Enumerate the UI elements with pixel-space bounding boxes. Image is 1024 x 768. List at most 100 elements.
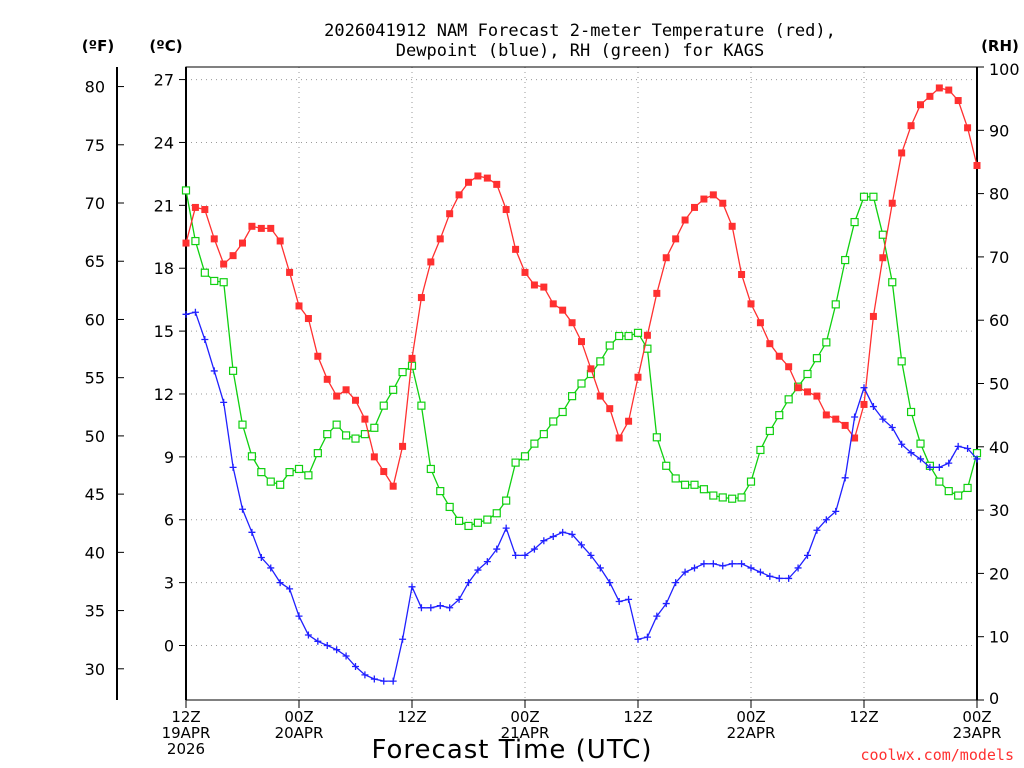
dewpoint-point xyxy=(436,602,444,610)
dewpoint-point xyxy=(804,551,811,559)
temperature-point xyxy=(954,97,962,105)
time-tick-label: 00Z xyxy=(962,708,991,726)
temperature-point xyxy=(352,396,359,404)
dewpoint-point xyxy=(352,662,359,670)
time-tick-label: 20APR xyxy=(275,724,324,742)
rh-point xyxy=(200,268,209,277)
dewpoint-point xyxy=(578,541,585,549)
temperature-point xyxy=(446,210,454,218)
fahrenheit-tick-label: 30 xyxy=(85,660,105,679)
temperature-point xyxy=(756,319,764,327)
dewpoint-point xyxy=(286,585,294,593)
temperature-point xyxy=(888,199,896,207)
rh-point xyxy=(935,477,944,486)
axes xyxy=(116,66,978,701)
rh-point xyxy=(690,480,699,489)
rh-point xyxy=(756,445,765,455)
rh-point xyxy=(370,423,379,432)
temperature-point xyxy=(502,206,510,214)
time-tick-label: 23APR xyxy=(953,724,1002,742)
rh-tick-label: 10 xyxy=(989,628,1009,647)
temperature-point xyxy=(182,239,190,247)
dewpoint-point xyxy=(191,308,199,316)
temperature-point xyxy=(643,331,651,339)
rh-point xyxy=(567,392,577,401)
dewpoint-point xyxy=(267,564,275,572)
rh-point xyxy=(520,452,530,461)
dewpoint-point xyxy=(559,528,567,536)
temperature-point xyxy=(973,162,981,170)
dewpoint-point xyxy=(935,463,943,471)
temperature-point xyxy=(408,354,416,362)
temperature-point xyxy=(907,122,915,130)
dewpoint-point xyxy=(775,574,783,582)
fahrenheit-unit-label: (ºF) xyxy=(82,37,114,55)
celsius-tick-label: 21 xyxy=(154,196,174,215)
dewpoint-point xyxy=(841,474,849,482)
dewpoint-point xyxy=(587,551,595,559)
temperature-point xyxy=(596,392,604,400)
dewpoint-point xyxy=(304,631,312,639)
temperature-point xyxy=(634,373,642,381)
time-tick-label: 22APR xyxy=(727,724,776,742)
temperature-point xyxy=(380,468,388,476)
rh-point xyxy=(699,485,709,494)
temperature-point xyxy=(785,363,793,371)
dewpoint-point xyxy=(512,551,520,559)
temperature-point xyxy=(220,260,228,268)
temperature-point xyxy=(239,239,246,247)
rh-point xyxy=(549,417,558,426)
dewpoint-point xyxy=(813,526,821,534)
temperature-point xyxy=(841,421,849,429)
rh-point xyxy=(954,491,963,500)
series-dewpoint xyxy=(182,308,981,685)
dewpoint-point xyxy=(719,562,727,570)
temperature-point xyxy=(766,340,774,348)
rh-point xyxy=(850,217,859,227)
celsius-tick-label: 3 xyxy=(164,574,174,593)
celsius-tick-label: 12 xyxy=(154,385,174,404)
temperature-point xyxy=(286,268,294,276)
temperature-point xyxy=(427,258,435,266)
time-tick-label: 2026 xyxy=(167,740,205,758)
rh-point xyxy=(869,192,878,201)
temperature-point xyxy=(314,352,322,360)
temperature-point xyxy=(822,411,830,419)
temperature-point xyxy=(493,180,501,188)
rh-point xyxy=(191,236,200,246)
dewpoint-point xyxy=(662,600,670,608)
temperature-point xyxy=(700,195,708,203)
rh-unit-label: (RH) xyxy=(981,37,1019,55)
rh-point xyxy=(304,471,313,480)
rh-point xyxy=(596,357,605,366)
temperature-point xyxy=(436,235,444,243)
dewpoint-point xyxy=(257,553,265,561)
rh-point xyxy=(228,366,238,375)
rh-point xyxy=(633,328,643,337)
dewpoint-point xyxy=(822,516,830,524)
dewpoint-point xyxy=(295,612,303,620)
temperature-point xyxy=(662,254,670,262)
dewpoint-point xyxy=(229,463,237,471)
dewpoint-point xyxy=(530,545,538,553)
dewpoint-point xyxy=(860,384,868,392)
temperature-point xyxy=(267,224,275,232)
dewpoint-point xyxy=(465,579,472,587)
dewpoint-point xyxy=(700,560,708,568)
rh-point xyxy=(539,430,548,439)
rh-point xyxy=(718,493,727,502)
time-tick-label: 19APR xyxy=(162,724,211,742)
dewpoint-point xyxy=(314,637,322,645)
dewpoint-point xyxy=(832,507,840,515)
temperature-point xyxy=(474,172,482,180)
rh-point xyxy=(888,278,897,287)
rh-point xyxy=(944,487,953,496)
temperature-point xyxy=(191,203,199,211)
rh-point xyxy=(389,385,398,394)
rh-point xyxy=(784,395,793,404)
rh-tick-label: 100 xyxy=(989,60,1020,79)
dewpoint-point xyxy=(926,463,934,471)
temperature-point xyxy=(851,434,859,442)
celsius-unit-label: (ºC) xyxy=(149,37,182,55)
